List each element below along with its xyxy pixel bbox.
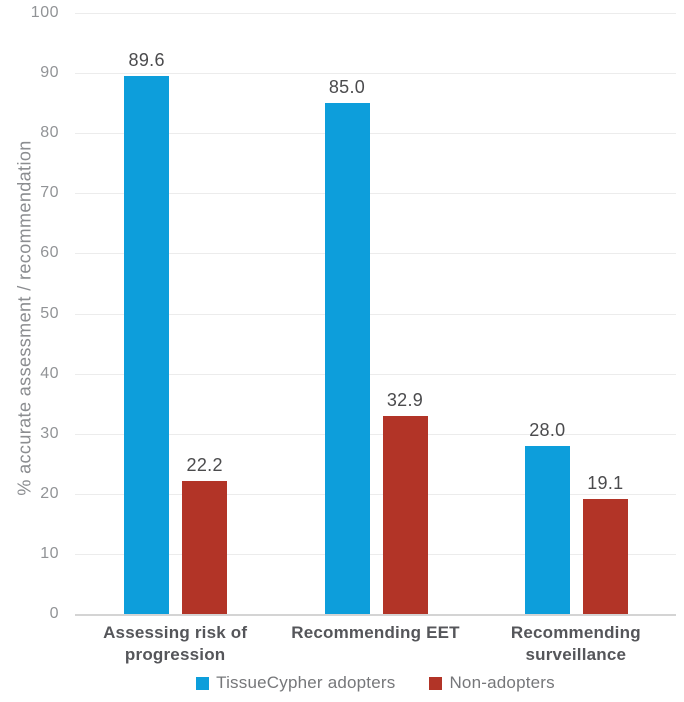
y-tick-label: 60 (40, 244, 59, 262)
legend-item-tissuecypher-adopters: TissueCypher adopters (196, 673, 395, 693)
y-tick-label: 70 (40, 184, 59, 202)
legend-label: TissueCypher adopters (216, 673, 396, 692)
y-tick-label: 80 (40, 124, 59, 142)
gridline (75, 553, 676, 555)
gridline (75, 253, 676, 255)
plot-area: 89.6 22.2 85.0 32.9 28.0 19.1 (75, 13, 676, 616)
value-label: 85.0 (328, 77, 366, 98)
legend-swatch-icon (196, 676, 210, 690)
gridline (75, 373, 676, 375)
legend-item-non-adopters: Non-adopters (429, 673, 555, 693)
legend-swatch-icon (429, 676, 443, 690)
bar-non-adopters (182, 480, 228, 614)
value-label: 19.1 (587, 473, 624, 494)
y-tick-label: 0 (49, 605, 59, 622)
bar-tissuecypher-adopters (524, 445, 570, 614)
y-tick-label: 90 (40, 64, 59, 82)
gridline (75, 133, 676, 135)
x-category-label: Recommending surveillance (510, 623, 641, 664)
y-tick-label: 10 (40, 544, 59, 562)
bar-tissuecypher-adopters (324, 103, 370, 614)
bar-tissuecypher-adopters (124, 75, 170, 614)
legend-label: Non-adopters (449, 673, 555, 692)
x-category-label: Assessing risk of progression (103, 623, 248, 664)
gridline (75, 313, 676, 315)
gridline (75, 433, 676, 435)
value-label: 32.9 (386, 390, 424, 411)
bar-non-adopters (382, 416, 428, 614)
y-tick-label: 30 (40, 424, 59, 442)
gridline (75, 493, 676, 495)
value-label: 28.0 (529, 419, 566, 440)
value-label: 22.2 (186, 454, 223, 475)
x-axis-baseline (75, 614, 676, 616)
y-axis-ticks: 0 10 20 30 40 50 60 70 80 90 100 (0, 4, 66, 622)
y-tick-label: 50 (40, 304, 59, 322)
gridline (75, 13, 676, 14)
legend: TissueCypher adopters Non-adopters (75, 673, 676, 693)
bar-non-adopters (582, 499, 628, 614)
value-label: 89.6 (128, 49, 165, 70)
y-tick-label: 40 (40, 364, 59, 382)
y-tick-label: 100 (30, 4, 59, 21)
y-tick-label: 20 (40, 484, 59, 502)
gridline (75, 193, 676, 195)
x-category-label: Recommending EET (291, 623, 460, 642)
gridline (75, 73, 676, 75)
